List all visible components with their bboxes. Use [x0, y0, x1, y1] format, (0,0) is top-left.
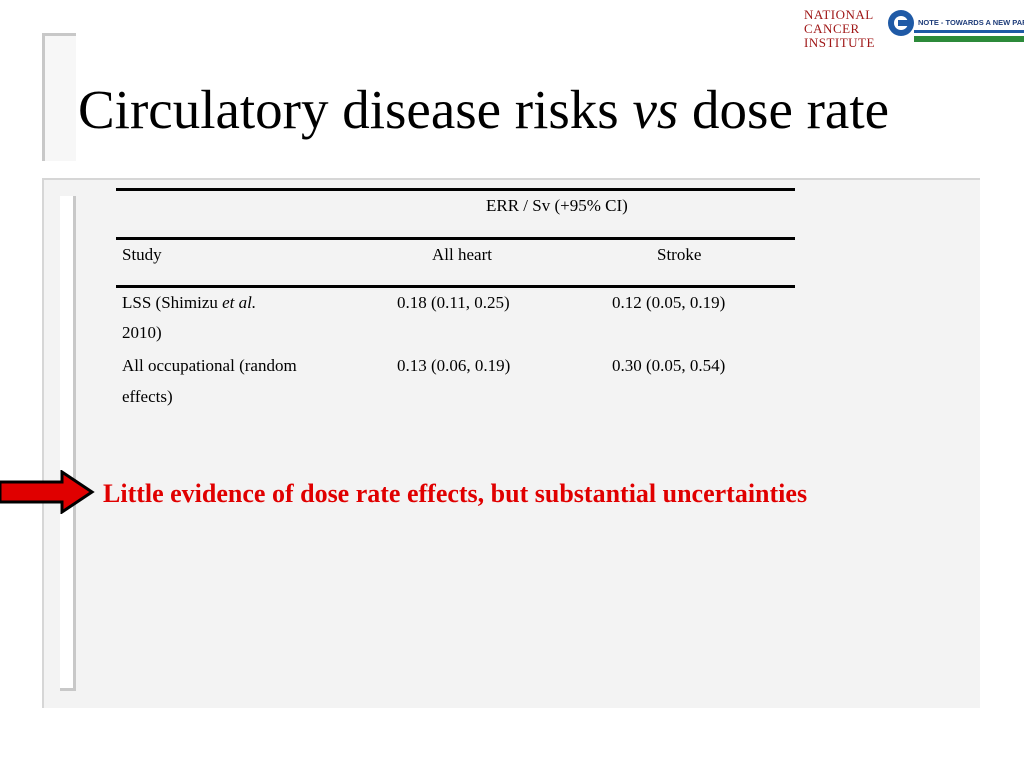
title-text-italic: vs [632, 79, 679, 140]
column-header-stroke: Stroke [657, 245, 702, 264]
table-row-2-study: All occupational (random [122, 356, 297, 375]
table-row-2-stroke: 0.30 (0.05, 0.54) [612, 356, 726, 375]
content-panel [42, 178, 980, 708]
conclusion-note: Little evidence of dose rate effects, bu… [103, 479, 808, 508]
table-row-1-study-line-2: 2010) [122, 323, 162, 342]
slide-title: Circulatory disease risks vs dose rate [78, 82, 889, 137]
table-body-rule [116, 285, 795, 288]
table-row-2-all-heart: 0.13 (0.06, 0.19) [397, 356, 511, 375]
table-row-1-all-heart: 0.18 (0.11, 0.25) [397, 293, 510, 312]
title-bracket [42, 33, 76, 161]
content-panel-bracket [60, 196, 76, 691]
table-row-1-study-text: LSS (Shimizu [122, 293, 223, 312]
partner-logo-green-bar [914, 36, 1024, 42]
table-row-1-stroke: 0.12 (0.05, 0.19) [612, 293, 726, 312]
table-header-rule [116, 237, 795, 240]
nci-logo-line-2: CANCER [804, 21, 860, 36]
title-text-before: Circulatory disease risks [78, 79, 633, 140]
red-arrow-icon [0, 470, 95, 514]
column-header-all-heart: All heart [432, 245, 492, 264]
nci-logo: NATIONAL CANCER INSTITUTE [804, 8, 880, 52]
table-top-rule [116, 188, 795, 191]
title-text-after: dose rate [678, 79, 890, 140]
partner-logo-icon [888, 10, 914, 36]
table-row-1-study-italic: et al. [222, 293, 257, 312]
table-group-header: ERR / Sv (+95% CI) [486, 196, 628, 215]
nci-logo-line-1: NATIONAL [804, 7, 874, 22]
partner-logo-text: NOTE - TOWARDS A NEW PARADIGM [918, 18, 1024, 27]
table-row-1-study: LSS (Shimizu et al. [122, 288, 256, 318]
table-row-2-study-line-2: effects) [122, 387, 173, 406]
column-header-study: Study [122, 245, 162, 264]
nci-logo-line-3: INSTITUTE [804, 35, 875, 50]
partner-logo: NOTE - TOWARDS A NEW PARADIGM [886, 8, 1024, 44]
partner-logo-blue-bar [914, 30, 1024, 33]
